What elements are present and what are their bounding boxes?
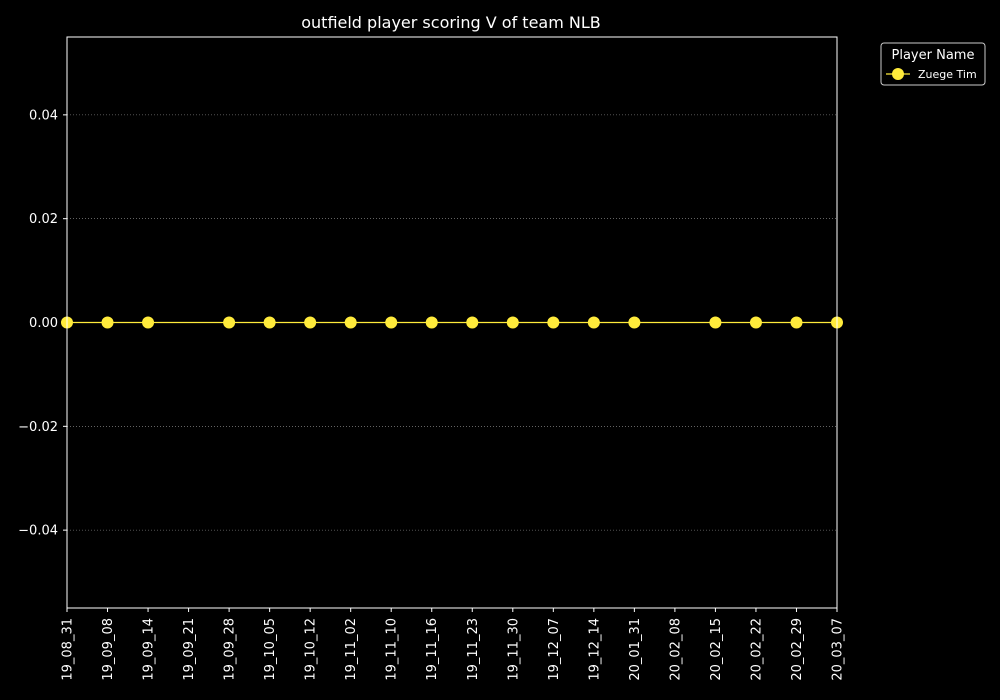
x-tick-label: 20_02_15 [709,618,724,681]
x-tick-label: 19_11_16 [425,618,440,681]
x-tick-label: 20_02_08 [668,618,683,681]
data-point [263,316,276,329]
data-point [628,316,641,329]
x-tick-label: 19_08_31 [61,618,76,681]
y-tick-label: −0.02 [18,420,58,435]
y-tick-label: −0.04 [18,524,58,539]
x-tick-label: 19_09_28 [223,618,238,681]
x-tick-label: 19_09_14 [142,618,157,681]
y-axis: 0.04 0.02 0.00 −0.02 −0.04 [18,108,67,539]
data-point [101,316,114,329]
data-point [749,316,762,329]
data-point [344,316,357,329]
data-point [425,316,438,329]
data-point [223,316,236,329]
x-tick-label: 20_03_07 [831,618,846,681]
x-tick-label: 19_09_21 [182,618,197,681]
y-tick-label: 0.04 [29,108,58,123]
x-tick-label: 19_12_14 [587,618,602,681]
data-point [506,316,519,329]
x-axis: 19_08_31 19_09_08 19_09_14 19_09_21 19_09_28… [61,608,846,681]
data-point [304,316,317,329]
series-group [61,316,843,329]
legend: Player Name Zuege Tim [880,42,986,86]
data-point [547,316,560,329]
y-tick-label: 0.02 [29,212,58,227]
x-tick-label: 19_11_02 [344,618,359,681]
plot-frame [66,36,838,609]
x-tick-label: 20_02_22 [749,618,764,681]
data-point [587,316,600,329]
data-point [142,316,155,329]
data-point [466,316,479,329]
x-tick-label: 19_10_05 [263,618,278,681]
legend-marker [892,68,904,80]
data-point [385,316,398,329]
data-point [790,316,803,329]
x-tick-label: 19_09_08 [101,618,116,681]
data-point [709,316,722,329]
legend-title: Player Name [892,48,975,63]
x-tick-label: 19_11_30 [506,618,521,681]
x-tick-label: 19_10_12 [304,618,319,681]
legend-label: Zuege Tim [918,68,977,81]
x-tick-label: 20_02_29 [790,618,805,681]
x-tick-label: 19_12_07 [547,618,562,681]
x-tick-label: 20_01_31 [628,618,643,681]
chart-title: outfield player scoring V of team NLB [301,13,601,32]
x-tick-label: 19_11_23 [466,618,481,681]
x-tick-label: 19_11_10 [385,618,400,681]
y-tick-label: 0.00 [29,316,58,331]
